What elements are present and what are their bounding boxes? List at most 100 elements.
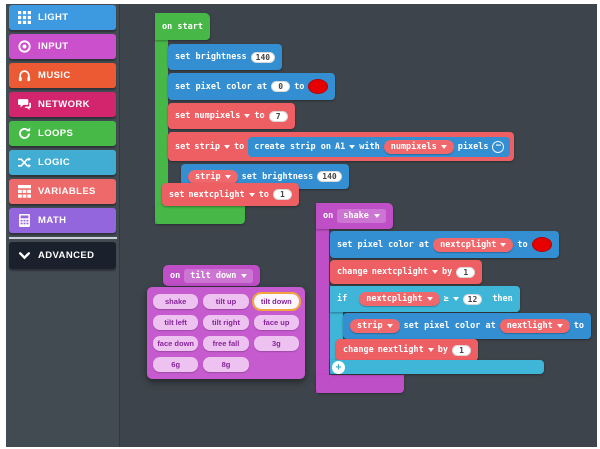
nextcplight-chip-label: nextcplight	[440, 239, 497, 250]
comparison-op-dropdown[interactable]: ≥	[444, 294, 459, 304]
dropdown-arrow-icon	[426, 297, 433, 301]
sidebar-item-logic[interactable]: LOGIC	[9, 150, 116, 175]
numpixels-chip[interactable]: numpixels	[383, 139, 454, 154]
strip-chip[interactable]: strip	[188, 169, 238, 184]
nextcplight-chip[interactable]: nextcplight	[359, 292, 440, 306]
workspace-canvas[interactable]: LIGHT INPUT MUSIC NETWORK LOOPS LOGIC VA…	[6, 4, 597, 447]
sidebar-item-advanced[interactable]: ADVANCED	[9, 242, 116, 269]
dropdown-arrow-icon	[427, 348, 434, 352]
set-nextcplight-block[interactable]: set nextcplight to 1	[162, 183, 299, 206]
on-tilt-down-block[interactable]: on tilt down	[163, 265, 261, 286]
dropdown-arrow-icon	[556, 324, 563, 328]
collapse-minus-icon[interactable]: −	[492, 140, 505, 153]
option-shake[interactable]: shake	[153, 294, 199, 309]
nextcplight-value-input[interactable]: 1	[272, 189, 292, 200]
color-picker-red[interactable]	[531, 237, 552, 252]
option-8g[interactable]: 8g	[203, 357, 249, 372]
numpixels-value-input[interactable]: 7	[268, 110, 288, 122]
brightness-value-input[interactable]: 140	[250, 51, 276, 63]
color-picker-red[interactable]	[308, 79, 329, 94]
sidebar-item-loops[interactable]: LOOPS	[9, 121, 116, 146]
set-pixel-color-label: set pixel color at	[337, 239, 430, 250]
option-tilt-left[interactable]: tilt left	[153, 315, 199, 330]
grid-icon	[18, 11, 31, 24]
pin-label: A1	[334, 141, 346, 152]
option-tilt-up[interactable]: tilt up	[203, 294, 249, 309]
shake-event-dropdown[interactable]: shake	[337, 209, 386, 223]
change-value-input[interactable]: 1	[456, 266, 476, 278]
event-dropdown-panel: shake tilt up tilt down tilt left tilt r…	[147, 287, 305, 379]
shake-set-pixel-block[interactable]: set pixel color at nextcplight to	[330, 231, 559, 258]
set-brightness-label: set brightness	[175, 52, 247, 62]
sidebar-item-music[interactable]: MUSIC	[9, 63, 116, 88]
option-face-up[interactable]: face up	[253, 315, 299, 330]
nextcplight-var-dropdown[interactable]: nextcplight	[188, 190, 255, 200]
nextcplight-chip[interactable]: nextcplight	[433, 237, 514, 252]
target-icon	[18, 40, 31, 53]
set-pixel-color-block[interactable]: set pixel color at 0 to	[168, 73, 336, 100]
strip-chip-label: strip	[357, 321, 383, 331]
tilt-event-dropdown[interactable]: tilt down	[184, 268, 254, 283]
by-label: by	[437, 345, 449, 355]
tilt-event-label: tilt down	[190, 270, 237, 281]
dropdown-arrow-icon	[248, 192, 255, 197]
change-value-input[interactable]: 1	[452, 344, 472, 356]
on-label: on	[170, 270, 181, 281]
if-foot: +	[330, 360, 544, 374]
sidebar-item-label: MUSIC	[38, 70, 71, 81]
sidebar-item-label: NETWORK	[38, 99, 90, 110]
compare-value-input[interactable]: 12	[462, 293, 483, 305]
on-start-label: on start	[162, 21, 203, 32]
option-face-down[interactable]: face down	[153, 336, 199, 351]
set-pixel-color-label: set pixel color at	[175, 81, 268, 92]
on-start-foot	[155, 205, 245, 224]
set-numpixels-block[interactable]: set numpixels to 7	[168, 103, 295, 129]
to-label: to	[517, 239, 528, 250]
sidebar-item-input[interactable]: INPUT	[9, 34, 116, 59]
nextlight-chip-label: nextlight	[506, 321, 553, 331]
dropdown-arrow-icon	[500, 242, 507, 247]
strip-var-label: strip	[194, 141, 220, 152]
pixel-index-input[interactable]: 0	[271, 81, 291, 92]
on-start-block[interactable]: on start	[155, 13, 210, 40]
create-strip-block[interactable]: create strip on A1 with numpixels pixels…	[248, 136, 511, 157]
nextlight-var-dropdown[interactable]: nextlight	[378, 345, 434, 355]
nextlight-var-label: nextlight	[377, 345, 424, 355]
strip-var-dropdown[interactable]: strip	[194, 142, 230, 152]
then-label: then	[492, 294, 513, 304]
on-label: on	[323, 211, 334, 221]
sidebar-item-math[interactable]: MATH	[9, 208, 116, 233]
set-brightness-block[interactable]: set brightness 140	[168, 44, 283, 70]
set-strip-block[interactable]: set strip to create strip on A1 with num…	[168, 132, 515, 161]
shake-event-label: shake	[343, 211, 369, 221]
if-label: if	[337, 294, 348, 304]
option-3g[interactable]: 3g	[253, 336, 299, 351]
if-block[interactable]: if nextcplight ≥ 12 then	[330, 286, 520, 312]
nextcplight-var-dropdown[interactable]: nextcplight	[372, 267, 439, 277]
option-tilt-right[interactable]: tilt right	[203, 315, 249, 330]
with-label: with	[359, 141, 380, 152]
option-tilt-down[interactable]: tilt down	[251, 292, 301, 311]
option-free-fall[interactable]: free fall	[203, 336, 249, 351]
numpixels-var-dropdown[interactable]: numpixels	[194, 111, 251, 121]
strip-set-pixel-block[interactable]: strip set pixel color at nextlight to	[343, 313, 592, 339]
shuffle-icon	[18, 156, 31, 169]
option-6g[interactable]: 6g	[153, 357, 199, 372]
set-brightness-label: set brightness	[241, 171, 314, 182]
expand-plus-icon[interactable]: +	[332, 360, 345, 374]
to-label: to	[254, 111, 265, 121]
on-shake-block[interactable]: on shake	[316, 203, 393, 229]
strip-chip[interactable]: strip	[350, 319, 400, 333]
change-nextcplight-block[interactable]: change nextcplight by 1	[330, 260, 483, 284]
table-icon	[18, 185, 31, 198]
strip-brightness-value-input[interactable]: 140	[317, 171, 342, 182]
sidebar-item-light[interactable]: LIGHT	[9, 5, 116, 30]
nextlight-chip[interactable]: nextlight	[499, 319, 570, 333]
pin-dropdown[interactable]: A1	[334, 141, 356, 152]
sidebar-item-network[interactable]: NETWORK	[9, 92, 116, 117]
sidebar-item-variables[interactable]: VARIABLES	[9, 179, 116, 204]
sidebar-item-label: VARIABLES	[38, 186, 96, 197]
on-start-spine	[155, 13, 168, 224]
change-nextlight-block[interactable]: change nextlight by 1	[336, 339, 479, 361]
on-shake-foot	[316, 375, 404, 393]
